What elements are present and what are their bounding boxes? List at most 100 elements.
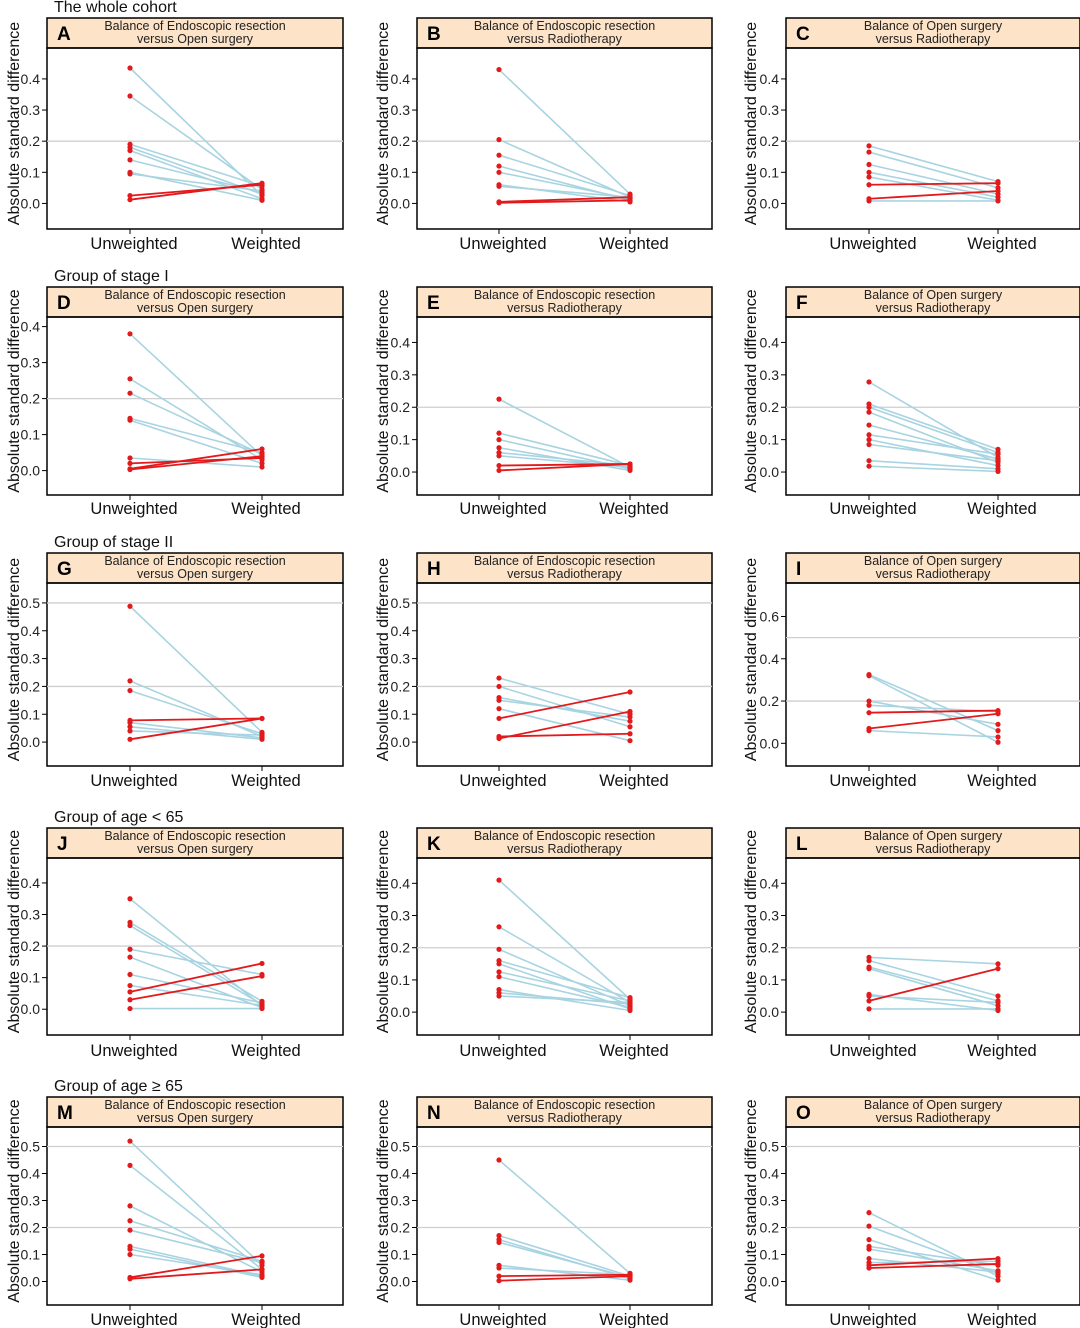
strip-title-line2: versus Open surgery bbox=[137, 301, 254, 315]
series-line bbox=[498, 677, 631, 716]
point-unweighted bbox=[127, 1246, 133, 1252]
series-line bbox=[498, 971, 631, 1002]
point-unweighted bbox=[127, 1251, 133, 1258]
point-weighted bbox=[995, 734, 1001, 740]
plot-frame bbox=[416, 1126, 713, 1306]
plot-frame bbox=[416, 47, 713, 230]
y-tick-label: 0.2 bbox=[391, 678, 411, 694]
point-unweighted bbox=[496, 993, 502, 999]
strip-title-line1: Balance of Open surgery bbox=[864, 554, 1003, 568]
group-title: Group of stage II bbox=[54, 534, 173, 551]
x-category-label: Weighted bbox=[599, 500, 668, 518]
y-tick-label: 0.1 bbox=[391, 164, 411, 180]
point-unweighted bbox=[127, 417, 133, 423]
point-unweighted bbox=[496, 961, 502, 967]
point-weighted bbox=[259, 197, 265, 203]
series-line bbox=[129, 730, 263, 736]
series-line bbox=[129, 333, 263, 457]
y-tick-label: 0.4 bbox=[760, 1166, 780, 1182]
strip-title-line2: versus Radiotherapy bbox=[876, 842, 991, 856]
y-tick-label: 0.3 bbox=[391, 651, 411, 667]
point-weighted bbox=[995, 728, 1001, 734]
point-unweighted bbox=[866, 993, 872, 999]
point-unweighted bbox=[866, 161, 872, 168]
strip-title-line2: versus Radiotherapy bbox=[507, 842, 622, 856]
strip-title-line2: versus Open surgery bbox=[137, 1111, 254, 1125]
x-category-label: Unweighted bbox=[459, 235, 546, 253]
x-category-label: Unweighted bbox=[459, 1311, 546, 1328]
x-category-label: Unweighted bbox=[829, 1311, 916, 1328]
y-axis-title: Absolute standard difference bbox=[375, 1099, 392, 1303]
panel-strip bbox=[46, 827, 344, 859]
series-line bbox=[498, 879, 631, 1000]
point-unweighted bbox=[127, 147, 133, 154]
panel-letter: B bbox=[427, 24, 441, 45]
y-tick-label: 0.2 bbox=[391, 1220, 411, 1236]
strip-title-line1: Balance of Endoscopic resection bbox=[104, 829, 285, 843]
series-line-increased bbox=[868, 967, 999, 1002]
series-line-increased bbox=[868, 190, 999, 200]
point-unweighted bbox=[127, 193, 133, 199]
point-unweighted bbox=[496, 396, 502, 402]
point-weighted bbox=[259, 1266, 265, 1272]
series-line bbox=[129, 1205, 263, 1273]
y-tick-label: 0.3 bbox=[391, 367, 411, 383]
strip-title-line1: Balance of Endoscopic resection bbox=[104, 1098, 285, 1112]
series-line bbox=[868, 959, 999, 997]
y-tick-label: 0.4 bbox=[760, 71, 780, 87]
panel-strip bbox=[416, 552, 713, 584]
series-line bbox=[868, 995, 999, 1004]
strip-title-line1: Balance of Endoscopic resection bbox=[474, 288, 655, 302]
point-unweighted bbox=[866, 182, 872, 188]
strip-title-line2: versus Radiotherapy bbox=[507, 32, 622, 46]
plot-frame bbox=[416, 857, 713, 1036]
y-tick-label: 0.4 bbox=[391, 71, 411, 87]
y-axis-title: Absolute standard difference bbox=[6, 22, 23, 226]
series-line bbox=[129, 605, 263, 733]
series-line bbox=[868, 465, 999, 473]
strip-title-line1: Balance of Endoscopic resection bbox=[474, 829, 655, 843]
point-unweighted bbox=[127, 171, 133, 177]
series-line bbox=[498, 1234, 631, 1277]
plot-frame bbox=[785, 582, 1080, 767]
point-weighted bbox=[995, 739, 1001, 745]
x-category-label: Weighted bbox=[231, 1311, 300, 1328]
panel-letter: I bbox=[796, 559, 801, 580]
y-tick-label: 0.3 bbox=[21, 102, 41, 118]
point-unweighted bbox=[127, 736, 133, 742]
point-weighted bbox=[627, 731, 633, 737]
point-weighted bbox=[259, 180, 265, 186]
x-category-label: Unweighted bbox=[829, 235, 916, 253]
series-line-increased bbox=[498, 710, 631, 740]
y-tick-label: 0.1 bbox=[760, 972, 780, 988]
panel-letter: E bbox=[427, 293, 440, 314]
plot-frame bbox=[785, 47, 1080, 230]
point-unweighted bbox=[866, 1265, 872, 1271]
point-weighted bbox=[627, 1007, 633, 1014]
strip-title-line1: Balance of Open surgery bbox=[864, 19, 1003, 33]
y-tick-label: 0.2 bbox=[391, 133, 411, 149]
plot-frame bbox=[785, 1126, 1080, 1306]
point-unweighted bbox=[127, 971, 133, 978]
series-line bbox=[498, 699, 631, 718]
point-unweighted bbox=[127, 982, 133, 989]
point-unweighted bbox=[866, 463, 872, 469]
point-unweighted bbox=[496, 924, 502, 930]
point-unweighted bbox=[496, 683, 502, 690]
series-line-increased bbox=[129, 717, 263, 741]
point-unweighted bbox=[496, 675, 502, 681]
y-tick-label: 0.4 bbox=[21, 623, 41, 639]
point-unweighted bbox=[866, 143, 872, 149]
panel-strip bbox=[785, 17, 1080, 49]
y-tick-label: 0.0 bbox=[391, 1004, 411, 1020]
point-weighted bbox=[995, 458, 1001, 464]
point-weighted bbox=[995, 966, 1001, 972]
strip-title-line1: Balance of Endoscopic resection bbox=[474, 554, 655, 568]
strip-title-line2: versus Open surgery bbox=[137, 567, 254, 581]
panel-strip bbox=[785, 286, 1080, 318]
